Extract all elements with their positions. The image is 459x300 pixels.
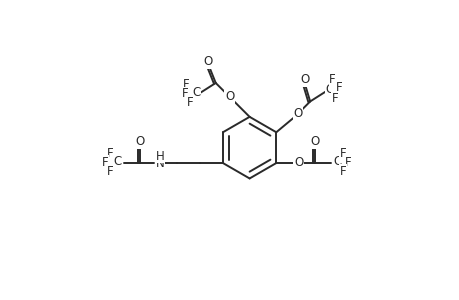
Text: N: N — [155, 157, 164, 169]
Text: O: O — [224, 90, 234, 103]
Text: F: F — [331, 92, 337, 105]
Text: C: C — [325, 82, 333, 96]
Text: C: C — [192, 86, 200, 99]
Text: H: H — [155, 150, 164, 163]
Text: F: F — [101, 156, 108, 169]
Text: O: O — [293, 156, 302, 169]
Text: O: O — [299, 74, 309, 86]
Text: F: F — [329, 74, 335, 86]
Text: F: F — [344, 156, 350, 169]
Text: O: O — [292, 107, 302, 120]
Text: C: C — [332, 155, 341, 168]
Text: F: F — [181, 87, 188, 100]
Text: O: O — [203, 55, 212, 68]
Text: F: F — [339, 165, 346, 178]
Text: O: O — [135, 135, 144, 148]
Text: F: F — [336, 81, 342, 94]
Text: F: F — [339, 146, 346, 160]
Text: F: F — [106, 146, 113, 160]
Text: F: F — [106, 165, 113, 178]
Text: F: F — [183, 78, 190, 91]
Text: O: O — [309, 135, 319, 148]
Text: C: C — [113, 155, 121, 168]
Text: F: F — [187, 97, 193, 110]
